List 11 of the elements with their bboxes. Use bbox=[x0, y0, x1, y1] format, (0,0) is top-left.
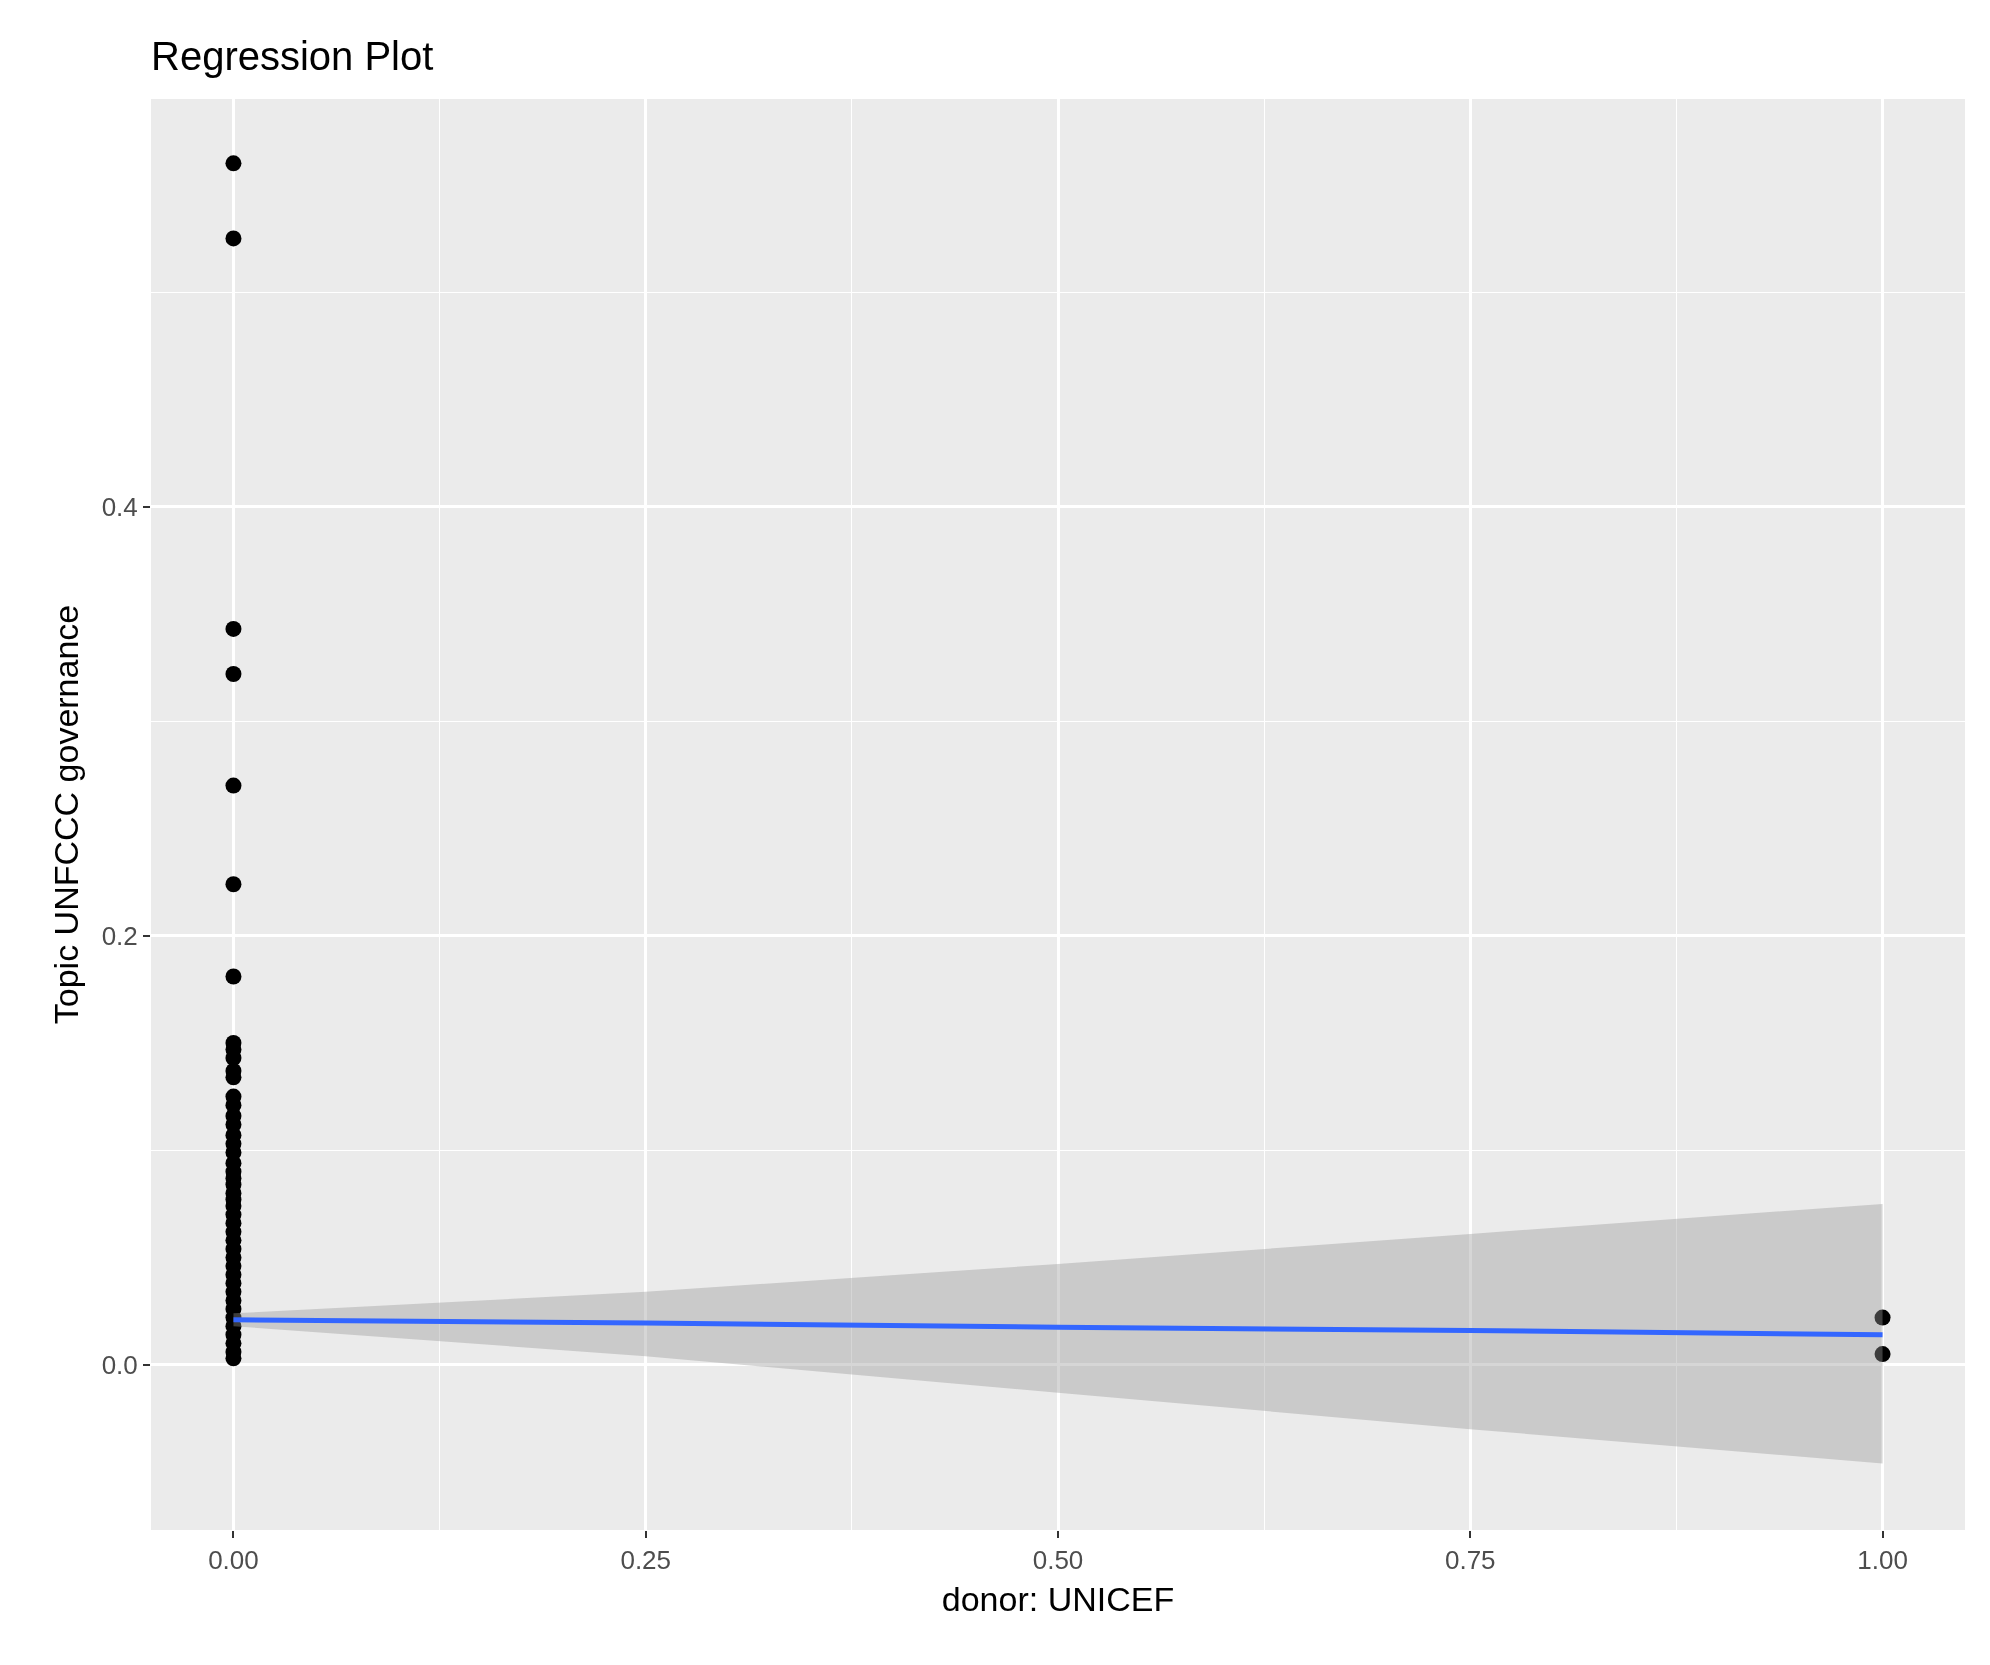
y-axis-title: Topic UNFCCC governance bbox=[47, 604, 86, 1025]
x-tick-label: 1.00 bbox=[1857, 1545, 1908, 1576]
x-tick-label: 0.25 bbox=[620, 1545, 672, 1576]
y-tick-label: 0.2 bbox=[101, 920, 138, 951]
x-axis-title: donor: UNICEF bbox=[941, 1579, 1175, 1618]
chart-title: Regression Plot bbox=[151, 33, 434, 78]
y-tick-label: 0.0 bbox=[101, 1349, 138, 1380]
x-tick-label: 0.50 bbox=[1032, 1545, 1084, 1576]
y-tick-label: 0.4 bbox=[101, 491, 138, 522]
x-tick-label: 0.75 bbox=[1444, 1545, 1496, 1576]
x-tick-label: 0.00 bbox=[208, 1545, 259, 1576]
